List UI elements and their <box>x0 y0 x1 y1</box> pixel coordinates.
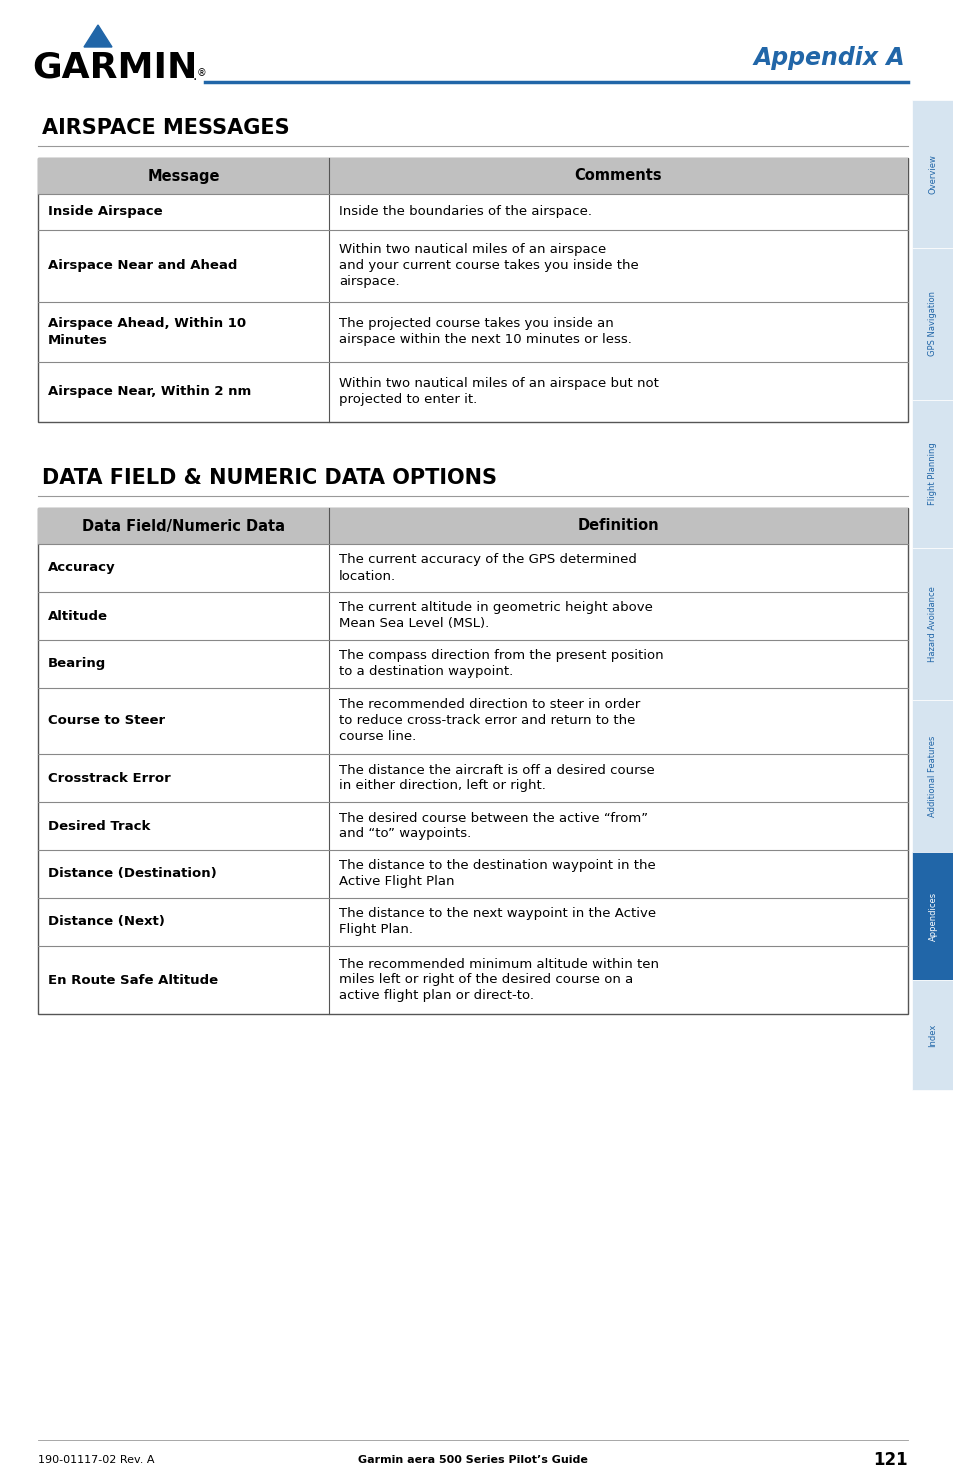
Text: Within two nautical miles of an airspace but not
projected to enter it.: Within two nautical miles of an airspace… <box>338 378 659 407</box>
Text: Additional Features: Additional Features <box>927 736 937 817</box>
Bar <box>38 507 907 1013</box>
Text: The desired course between the active “from”
and “to” waypoints.: The desired course between the active “f… <box>338 811 647 841</box>
Text: Airspace Near, Within 2 nm: Airspace Near, Within 2 nm <box>48 385 251 398</box>
Text: Overview: Overview <box>927 153 937 193</box>
Bar <box>911 979 953 1090</box>
Bar <box>911 248 953 400</box>
Text: Comments: Comments <box>574 168 661 183</box>
Text: Crosstrack Error: Crosstrack Error <box>48 771 171 785</box>
Text: The distance the aircraft is off a desired course
in either direction, left or r: The distance the aircraft is off a desir… <box>338 764 654 792</box>
Text: Hazard Avoidance: Hazard Avoidance <box>927 586 937 662</box>
Text: The projected course takes you inside an
airspace within the next 10 minutes or : The projected course takes you inside an… <box>338 317 631 347</box>
Bar <box>911 549 953 701</box>
Text: Inside the boundaries of the airspace.: Inside the boundaries of the airspace. <box>338 205 592 218</box>
Text: Distance (Next): Distance (Next) <box>48 916 165 928</box>
Text: Definition: Definition <box>578 519 659 534</box>
Bar <box>38 507 907 544</box>
Text: Index: Index <box>927 1024 937 1047</box>
Text: The distance to the next waypoint in the Active
Flight Plan.: The distance to the next waypoint in the… <box>338 907 656 937</box>
Text: Desired Track: Desired Track <box>48 820 151 832</box>
Text: .: . <box>193 69 197 83</box>
Text: The recommended minimum altitude within ten
miles left or right of the desired c: The recommended minimum altitude within … <box>338 957 659 1003</box>
Text: Appendix A: Appendix A <box>753 46 904 69</box>
Text: ®: ® <box>196 68 207 78</box>
Text: Accuracy: Accuracy <box>48 562 115 574</box>
Bar <box>911 853 953 979</box>
Text: AIRSPACE MESSAGES: AIRSPACE MESSAGES <box>42 118 290 139</box>
Text: Inside Airspace: Inside Airspace <box>48 205 162 218</box>
Text: The current altitude in geometric height above
Mean Sea Level (MSL).: The current altitude in geometric height… <box>338 602 652 630</box>
Text: Flight Planning: Flight Planning <box>927 442 937 506</box>
Text: The recommended direction to steer in order
to reduce cross-track error and retu: The recommended direction to steer in or… <box>338 699 639 743</box>
Bar <box>38 158 907 195</box>
Text: Airspace Near and Ahead: Airspace Near and Ahead <box>48 260 237 273</box>
Text: GARMIN: GARMIN <box>32 52 197 86</box>
Text: Data Field/Numeric Data: Data Field/Numeric Data <box>82 519 285 534</box>
Text: Airspace Ahead, Within 10
Minutes: Airspace Ahead, Within 10 Minutes <box>48 317 246 347</box>
Text: En Route Safe Altitude: En Route Safe Altitude <box>48 974 218 987</box>
Text: 190-01117-02 Rev. A: 190-01117-02 Rev. A <box>38 1454 154 1465</box>
Bar <box>911 100 953 248</box>
Text: Course to Steer: Course to Steer <box>48 714 165 727</box>
Polygon shape <box>84 25 112 47</box>
Text: Distance (Destination): Distance (Destination) <box>48 867 216 881</box>
Bar <box>911 400 953 549</box>
Bar <box>911 701 953 853</box>
Text: DATA FIELD & NUMERIC DATA OPTIONS: DATA FIELD & NUMERIC DATA OPTIONS <box>42 468 497 488</box>
Text: Message: Message <box>147 168 219 183</box>
Text: Bearing: Bearing <box>48 658 106 671</box>
Text: GPS Navigation: GPS Navigation <box>927 292 937 357</box>
Text: 121: 121 <box>872 1451 907 1469</box>
Text: The current accuracy of the GPS determined
location.: The current accuracy of the GPS determin… <box>338 553 637 583</box>
Text: Garmin aera 500 Series Pilot’s Guide: Garmin aera 500 Series Pilot’s Guide <box>357 1454 587 1465</box>
Text: The distance to the destination waypoint in the
Active Flight Plan: The distance to the destination waypoint… <box>338 860 655 888</box>
Text: Appendices: Appendices <box>927 891 937 941</box>
Text: The compass direction from the present position
to a destination waypoint.: The compass direction from the present p… <box>338 649 663 678</box>
Text: Altitude: Altitude <box>48 609 108 622</box>
Text: Within two nautical miles of an airspace
and your current course takes you insid: Within two nautical miles of an airspace… <box>338 243 639 289</box>
Bar <box>38 158 907 422</box>
